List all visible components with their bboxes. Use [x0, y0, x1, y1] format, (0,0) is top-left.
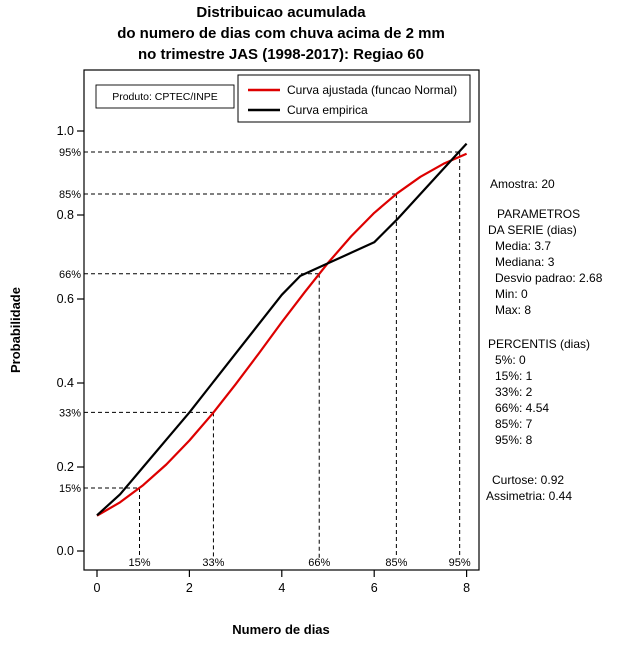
- stats-percentis-item: 85%: 7: [495, 417, 533, 431]
- legend-label-empirical: Curva empirica: [287, 103, 368, 117]
- guide-xlabel-66%: 66%: [308, 557, 330, 569]
- x-tick-label-2: 2: [186, 581, 193, 595]
- legend: Curva ajustada (funcao Normal) Curva emp…: [237, 74, 471, 123]
- produto-label: Produto: CPTEC/INPE: [112, 91, 218, 103]
- y-axis: 0.0 0.2 0.4 0.6 0.8 1.0: [57, 124, 84, 558]
- legend-label-fitted: Curva ajustada (funcao Normal): [287, 83, 457, 97]
- title-line-2: do numero de dias com chuva acima de 2 m…: [117, 25, 445, 42]
- stats-parametros-header1: PARAMETROS: [497, 207, 580, 221]
- stats-parametros-item: Desvio padrao: 2.68: [495, 271, 603, 285]
- y-tick-label-0.0: 0.0: [57, 544, 74, 558]
- stats-parametros-item: Max: 8: [495, 303, 531, 317]
- x-tick-label-8: 8: [463, 581, 470, 595]
- stats-parametros-item: Mediana: 3: [495, 255, 555, 269]
- guide-xlabel-85%: 85%: [385, 557, 407, 569]
- stats-percentis-item: 15%: 1: [495, 369, 533, 383]
- guide-xlabel-15%: 15%: [128, 557, 150, 569]
- title-line-3: no trimestre JAS (1998-2017): Regiao 60: [138, 46, 424, 63]
- guide-ylabel-33%: 33%: [59, 407, 81, 419]
- fitted-normal-curve: [96, 152, 468, 517]
- x-tick-label-4: 4: [278, 581, 285, 595]
- produto-box-border: [95, 84, 235, 109]
- guide-ylabel-95%: 95%: [59, 147, 81, 159]
- y-tick-label-1.0: 1.0: [57, 124, 74, 138]
- y-axis-title: Probabilidade: [8, 287, 23, 373]
- stats-assimetria: Assimetria: 0.44: [486, 489, 572, 503]
- guide-xlabel-95%: 95%: [449, 557, 471, 569]
- y-tick-label-0.2: 0.2: [57, 460, 74, 474]
- x-tick-label-6: 6: [371, 581, 378, 595]
- guide-ylabel-15%: 15%: [59, 483, 81, 495]
- stats-amostra: Amostra: 20: [490, 177, 555, 191]
- y-tick-label-0.6: 0.6: [57, 292, 74, 306]
- stats-percentis-item: 95%: 8: [495, 433, 533, 447]
- guide-xlabel-33%: 33%: [202, 557, 224, 569]
- stats-curtose: Curtose: 0.92: [492, 473, 564, 487]
- stats-parametros-item: Media: 3.7: [495, 239, 551, 253]
- percentile-guides: 15% 15% 33% 33% 66% 66% 85% 85% 95% 95%: [59, 147, 471, 569]
- guide-ylabel-85%: 85%: [59, 189, 81, 201]
- x-tick-label-0: 0: [94, 581, 101, 595]
- stats-parametros-item: Min: 0: [495, 287, 528, 301]
- chart-title: Distribuicao acumulada do numero de dias…: [117, 4, 445, 63]
- stats-panel: Amostra: 20 PARAMETROS DA SERIE (dias) Medi…: [486, 177, 603, 503]
- stats-percentis-item: 66%: 4.54: [495, 401, 549, 415]
- legend-border: [237, 74, 471, 123]
- plot-box: [83, 69, 480, 571]
- empirical-curve: [96, 142, 468, 517]
- title-line-1: Distribuicao acumulada: [196, 4, 366, 21]
- stats-percentis-header: PERCENTIS (dias): [488, 337, 590, 351]
- stats-parametros-header2: DA SERIE (dias): [488, 223, 577, 237]
- y-tick-label-0.8: 0.8: [57, 208, 74, 222]
- x-axis-title: Numero de dias: [232, 622, 330, 637]
- x-axis: 0 2 4 6 8: [94, 570, 470, 595]
- y-tick-label-0.4: 0.4: [57, 376, 74, 390]
- stats-percentis-item: 33%: 2: [495, 385, 533, 399]
- stats-percentis-item: 5%: 0: [495, 353, 526, 367]
- produto-box: Produto: CPTEC/INPE: [95, 84, 235, 109]
- curves: [96, 142, 468, 517]
- guide-ylabel-66%: 66%: [59, 269, 81, 281]
